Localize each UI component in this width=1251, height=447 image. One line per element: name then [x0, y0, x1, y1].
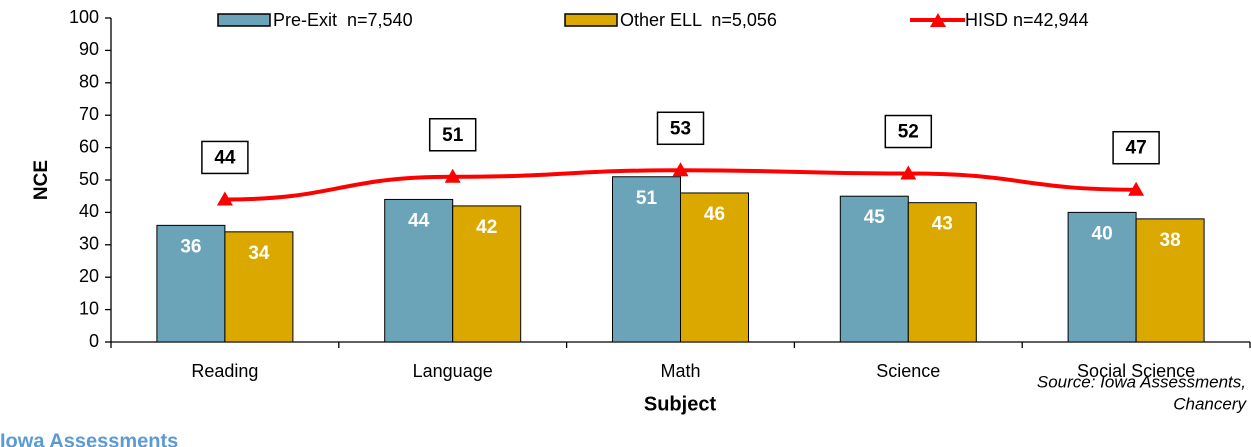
- label-box: [428, 118, 477, 152]
- bar: [839, 195, 909, 343]
- bar-label: 44: [408, 210, 430, 231]
- y-tick-label: 100: [69, 7, 99, 27]
- bar: [612, 176, 681, 343]
- y-tick-label: 80: [79, 72, 99, 92]
- y-tick-label: 90: [79, 39, 99, 59]
- source: Source: Iowa Assessments,: [1037, 372, 1246, 391]
- line-marker: [900, 165, 917, 180]
- line-label: 51: [442, 125, 464, 146]
- x-tick-label: Science: [876, 361, 940, 381]
- y-tick-label: 50: [79, 169, 99, 189]
- x-axis-label: Subject: [644, 393, 717, 415]
- bar-label: 42: [476, 217, 497, 238]
- bar-label: 46: [704, 204, 725, 225]
- line-label: 52: [898, 122, 919, 143]
- bar-label: 45: [864, 207, 886, 228]
- line-marker: [444, 168, 461, 183]
- y-axis-label: NCE: [31, 160, 52, 200]
- bar-label: 51: [636, 188, 658, 209]
- bar: [156, 224, 226, 343]
- x-tick-label: Reading: [191, 361, 258, 381]
- x-tick-label: Language: [413, 361, 493, 381]
- line-label: 47: [1126, 138, 1147, 159]
- y-tick-label: 20: [79, 266, 99, 286]
- bar-label: 43: [932, 214, 953, 235]
- bar: [1067, 211, 1137, 343]
- legend-label: HISD n=42,944: [965, 10, 1089, 30]
- y-tick-label: 70: [79, 104, 99, 124]
- legend-label: Pre-Exit n=7,540: [273, 10, 413, 30]
- legend-swatch: [564, 13, 618, 27]
- y-tick-label: 60: [79, 136, 99, 156]
- label-box: [884, 114, 933, 149]
- line-marker: [1128, 181, 1145, 196]
- y-tick-label: 10: [79, 298, 99, 318]
- bar-label: 40: [1092, 223, 1113, 244]
- bar-label: 36: [180, 236, 201, 257]
- legend-swatch: [217, 13, 271, 27]
- x-tick-label: Social Science: [1077, 361, 1195, 381]
- line-marker: [216, 191, 233, 206]
- line-marker-shape: [930, 13, 946, 27]
- line-label: 53: [670, 118, 691, 139]
- bar-label: 34: [248, 243, 270, 264]
- x-tick-label: Math: [660, 361, 700, 381]
- y-tick-label: 30: [79, 234, 99, 254]
- legend-label: Other ELL n=5,056: [620, 10, 777, 30]
- label-box: [201, 140, 249, 175]
- bar: [224, 231, 294, 343]
- bar-label: 38: [1160, 230, 1181, 251]
- source: Chancery: [1173, 394, 1247, 413]
- bar: [907, 202, 977, 343]
- footer: Iowa Assessments: [0, 430, 178, 447]
- line-marker: [672, 162, 689, 177]
- label-box: [656, 111, 705, 146]
- label-box: [1112, 130, 1160, 165]
- y-tick-label: 0: [89, 331, 99, 351]
- line-label: 44: [214, 147, 236, 168]
- bar: [680, 192, 749, 343]
- bar: [1135, 218, 1205, 343]
- bar: [452, 205, 522, 343]
- y-tick-label: 40: [79, 201, 99, 221]
